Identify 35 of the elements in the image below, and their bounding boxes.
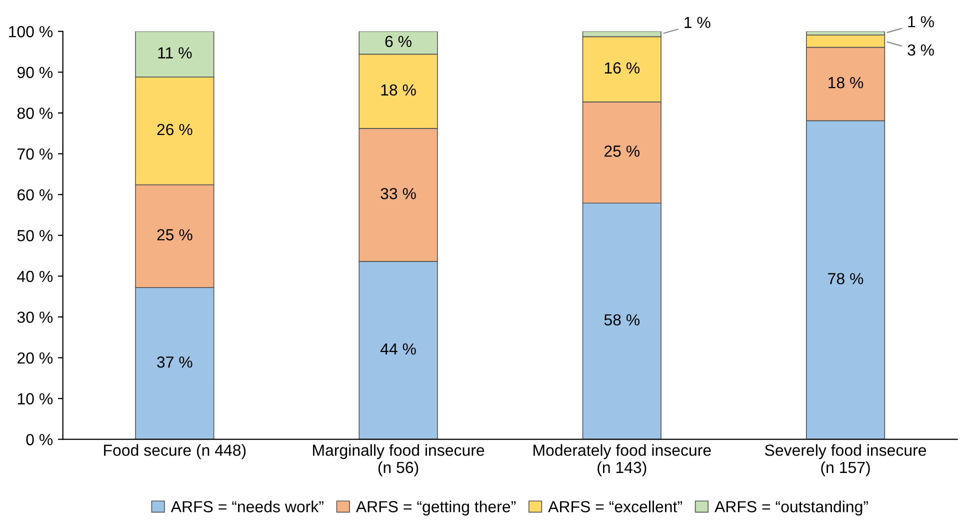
x-tick-label: Moderately food insecure (n 143) (534, 444, 711, 476)
data-label: 78 % (828, 272, 864, 284)
x-tick-label: Food secure (n 448) (104, 444, 246, 460)
data-label: 25 % (157, 229, 192, 240)
y-tick-label: 10 % (18, 393, 53, 404)
y-tick-label: 50 % (17, 230, 53, 242)
data-label: 18 % (828, 76, 864, 88)
y-tick-label: 70 % (18, 148, 53, 160)
y-tick-label: 80 % (17, 108, 53, 119)
data-label: 18 % (381, 84, 416, 96)
data-label: 58 % (604, 314, 640, 326)
legend-label: ARFS = “outstanding” (714, 500, 868, 516)
y-tick-label: 0 % (26, 434, 53, 446)
y-tick-label: 60 % (18, 189, 53, 200)
legend-label: ARFS = “getting there” (356, 500, 516, 516)
legend-label: ARFS = “excellent” (548, 500, 682, 512)
data-label: 37 % (157, 356, 192, 368)
data-label: 1 % (684, 16, 710, 28)
data-label: 1 % (908, 16, 934, 28)
data-label: 16 % (604, 62, 640, 74)
data-label: 26 % (157, 124, 192, 136)
x-tick-label: Marginally food insecure (n 56) (313, 444, 484, 476)
data-label: 3 % (908, 44, 934, 56)
y-tick-label: 20 % (18, 352, 53, 364)
data-label: 44 % (380, 343, 416, 355)
data-label: 11 % (158, 47, 192, 58)
data-label: 25 % (604, 146, 640, 157)
y-tick-label: 40 % (17, 270, 53, 282)
y-tick-label: 30 % (17, 312, 53, 323)
data-label: 6 % (385, 36, 412, 48)
data-label: 33 % (380, 188, 416, 200)
x-tick-label: Severely food insecure (n 157) (765, 444, 926, 476)
y-tick-label: 90 % (17, 66, 53, 78)
y-tick-label: 100 % (9, 26, 53, 38)
legend-label: ARFS = “needs work” (170, 500, 324, 512)
